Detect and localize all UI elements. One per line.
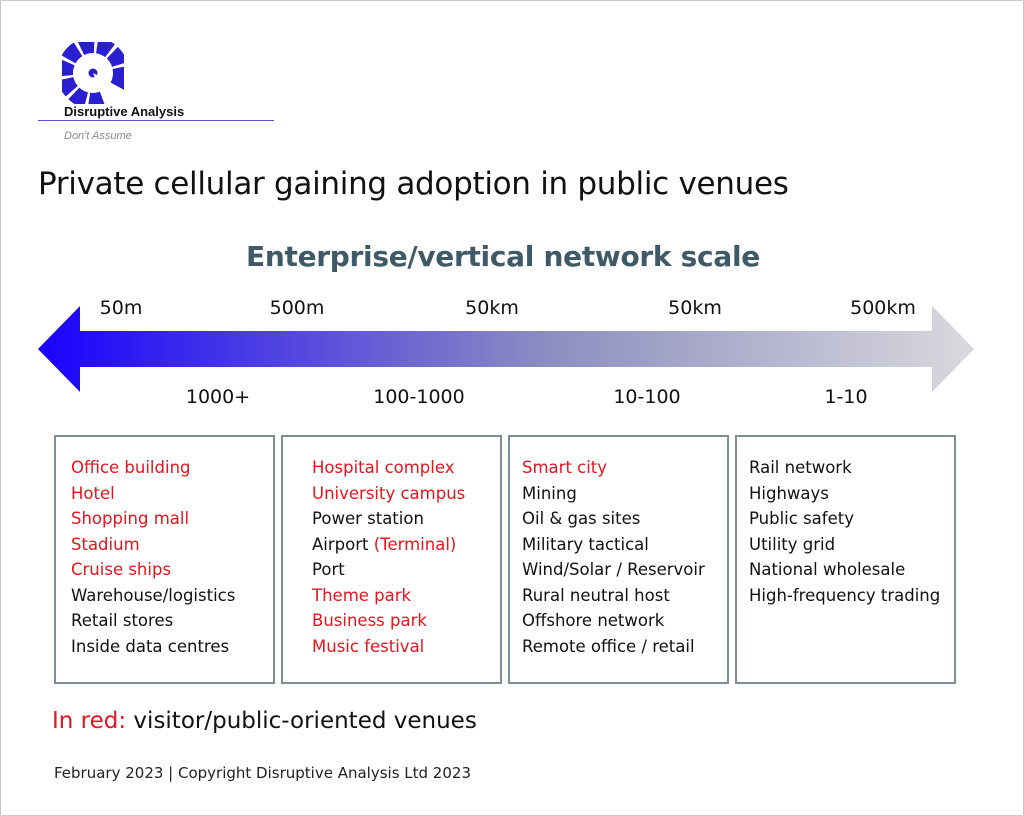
venue-item: Rail network [749,455,954,481]
venue-box-1000-plus: Office building Hotel Shopping mall Stadium… [54,435,275,684]
logo-divider [38,120,274,121]
venue-item-label: Military tactical [522,534,649,554]
venue-item: Military tactical [522,532,727,558]
venue-box-100-1000: Hospital complex University campus Power s… [281,435,502,684]
count-label: 1-10 [824,386,868,408]
venue-item-label: National wholesale [749,560,906,579]
distance-label: 50m [99,297,143,319]
venue-item: Airport (Terminal) [312,532,500,558]
venue-item-label: Business park [312,611,427,630]
venue-item-label: Music festival [312,636,425,656]
venue-item-label: Hotel [71,483,115,503]
venue-item-label: High-frequency trading [749,585,941,605]
venue-item: Theme park [312,583,500,609]
venue-item-label: University campus [312,483,466,503]
venue-item: Public safety [749,506,954,532]
venue-item-label: Remote office / retail [522,636,695,656]
distance-label: 50km [668,297,722,319]
venue-item-label: Cruise ships [71,560,172,579]
venue-item: Office building [71,455,273,481]
page-title: Private cellular gaining adoption in pub… [38,166,789,202]
logo-name: Disruptive Analysis [64,104,185,119]
venue-item-label: Wind/Solar / Reservoir [522,560,705,579]
venue-item: Wind/Solar / Reservoir [522,557,727,583]
footer-copyright: February 2023 | Copyright Disruptive Ana… [54,764,471,782]
venue-item-label: Utility grid [749,534,836,554]
venue-item: Utility grid [749,532,954,558]
venue-item-label: Shopping mall [71,509,190,528]
venue-item: Music festival [312,634,500,660]
venue-item-label: Highways [749,483,829,503]
venue-item-label: Port [312,560,345,579]
venue-item-label: Smart city [522,458,608,477]
scale-title: Enterprise/vertical network scale [246,240,760,273]
venue-item-label: Rail network [749,458,852,477]
venue-item-label: Stadium [71,534,140,554]
legend: In red: visitor/public-oriented venues [52,708,477,734]
venue-item: Offshore network [522,608,727,634]
venue-item-label: Power station [312,509,424,528]
venue-item-red-suffix: (Terminal) [368,534,457,554]
venue-item-label: Hospital complex [312,458,455,477]
venue-item: Rural neutral host [522,583,727,609]
venue-item: Stadium [71,532,273,558]
venue-item-label: Rural neutral host [522,585,670,605]
venue-item: Warehouse/logistics [71,583,273,609]
venue-item-label: Office building [71,458,191,477]
venue-item-label: Theme park [312,585,412,605]
venue-item: Port [312,557,500,583]
venue-item-label: Warehouse/logistics [71,585,236,605]
logo-tagline: Don't Assume [64,130,132,142]
venue-item-label: Airport [312,534,369,554]
venue-item-label: Inside data centres [71,636,230,656]
distance-label: 500m [269,297,325,319]
venue-item-label: Mining [522,483,577,503]
legend-text: visitor/public-oriented venues [126,708,477,734]
venue-item: Mining [522,481,727,507]
legend-red-label: In red: [52,708,127,734]
venue-item: Business park [312,608,500,634]
venue-box-10-100: Smart city Mining Oil & gas sites Military … [508,435,729,684]
venue-item-label: Offshore network [522,611,665,630]
venue-item: Retail stores [71,608,273,634]
venue-item: High-frequency trading [749,583,954,609]
venue-item-label: Oil & gas sites [522,509,641,528]
venue-item: Hotel [71,481,273,507]
venue-item: National wholesale [749,557,954,583]
venue-item: Inside data centres [71,634,273,660]
venue-item: Smart city [522,455,727,481]
venue-item: Cruise ships [71,557,273,583]
venue-item: Power station [312,506,500,532]
venue-item: Oil & gas sites [522,506,727,532]
venue-item: University campus [312,481,500,507]
count-label: 1000+ [185,386,251,408]
count-label: 10-100 [613,386,681,408]
scale-arrow [38,306,974,392]
venue-item: Remote office / retail [522,634,727,660]
venue-item-label: Retail stores [71,611,174,630]
distance-label: 50km [465,297,519,319]
venue-item: Hospital complex [312,455,500,481]
count-label: 100-1000 [373,386,465,408]
venue-item-label: Public safety [749,509,854,528]
disruptive-analysis-logo-icon [62,42,124,104]
venue-box-1-10: Rail network Highways Public safety Utility… [735,435,956,684]
distance-label: 500km [850,297,916,319]
venue-item: Highways [749,481,954,507]
venue-item: Shopping mall [71,506,273,532]
